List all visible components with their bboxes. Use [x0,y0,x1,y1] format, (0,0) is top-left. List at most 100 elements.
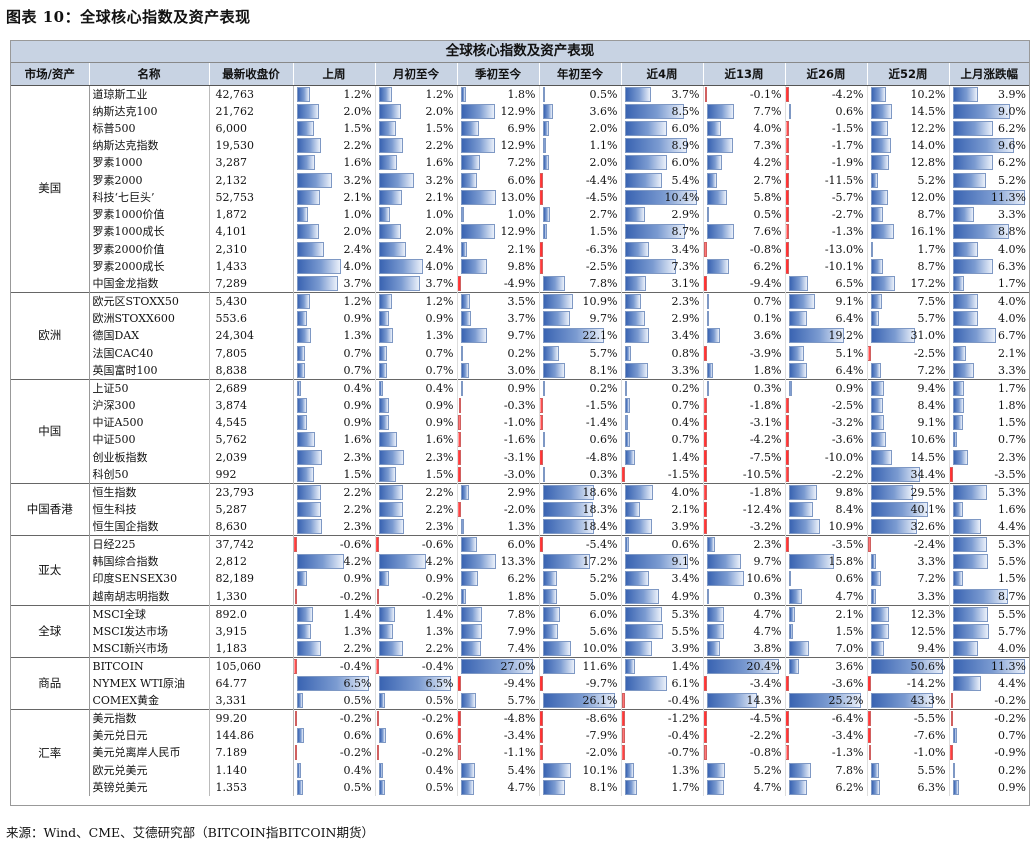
return-cell: 3.4% [620,570,703,588]
negative-return-bar [704,345,707,361]
return-cell: 6.2% [948,154,1029,172]
return-value: 6.5% [425,676,454,690]
positive-return-bar [378,224,401,240]
positive-return-bar [296,728,304,743]
return-cell: 1.7% [948,275,1029,293]
positive-return-bar [460,362,469,378]
return-value: 0.7% [998,729,1026,742]
return-cell: 6.0% [456,171,539,189]
return-cell: 0.7% [374,361,457,380]
return-value: 8.1% [589,363,618,377]
return-cell: 7.8% [456,604,539,623]
return-value: 8.9% [671,139,700,152]
positive-return-bar [870,588,876,604]
return-cell: 2.3% [374,448,457,466]
return-value: 27.0% [500,659,536,673]
negative-return-bar [786,120,789,136]
return-value: 0.7% [671,398,700,412]
return-value: 5.2% [917,173,946,187]
return-value: 1.5% [343,121,372,135]
table-row: 中国 上证50 2,689 0.4% 0.4% 0.9% 0.2% 0.2% 0.3% 0.9% 9… [11,378,1029,484]
return-cell: 9.8% [784,482,867,501]
positive-return-bar [296,172,332,188]
return-cell: 0.2% [538,378,621,397]
negative-return-bar [704,397,707,413]
positive-return-bar [870,623,889,639]
positive-return-bar [624,120,667,136]
return-value: 1.0% [343,208,372,221]
return-cell: 0.4% [374,761,457,779]
positive-return-bar [542,571,557,587]
positive-return-bar [624,537,629,552]
return-cell: 3.3% [866,553,949,571]
negative-return-bar [622,693,625,708]
return-value: 12.9% [500,225,536,239]
positive-return-bar [460,258,487,274]
return-value: 0.9% [835,381,864,395]
return-value: 5.8% [753,190,782,204]
positive-return-bar [624,449,635,465]
table-row: 韩国综合指数 2,812 4.2% 4.2% 13.3% 17.2% 9.1% 9.7% 15.… [11,553,1029,571]
return-value: 7.2% [917,363,946,377]
return-cell: 4.9% [620,587,703,605]
positive-return-bar [296,501,321,517]
table-row: 印度SENSEX30 82,189 0.9% 0.9% 6.2% 5.2% 3.4% 10.6… [11,570,1029,588]
positive-return-bar [378,328,393,344]
positive-return-bar [870,294,882,309]
close-price: 2,310 [209,240,294,258]
return-cell: -4.5% [538,188,621,206]
return-cell: 7.6% [702,223,785,241]
return-cell: -9.4% [702,275,785,293]
negative-return-bar [704,466,707,482]
table-row: 罗素2000成长 1,433 4.0% 4.0% 9.8% -2.5% 7.3% 6.2% -1… [11,257,1029,275]
positive-return-bar [788,345,804,361]
return-value: 4.0% [998,312,1026,325]
positive-return-bar [624,380,627,396]
positive-return-bar [378,501,403,517]
asset-name: 恒生指数 [89,482,210,501]
market-group-label: 亚太 [11,535,90,605]
positive-return-bar [870,554,876,569]
return-value: -5.7% [831,190,864,204]
return-value: 4.0% [425,259,454,273]
return-cell: 1.3% [292,327,375,345]
positive-return-bar [624,658,635,674]
return-value: -9.4% [503,676,536,690]
return-value: 2.0% [343,225,372,239]
return-cell: 14.0% [866,137,949,155]
negative-return-bar [294,711,297,726]
return-cell: 0.7% [620,396,703,414]
return-value: -5.4% [585,538,618,551]
return-cell: 11.3% [948,656,1029,675]
negative-return-bar [786,241,789,257]
negative-return-bar [868,675,871,691]
positive-return-bar [706,658,779,674]
negative-return-bar [868,711,871,726]
return-cell: -2.4% [866,535,949,553]
return-cell: -1.6% [456,431,539,449]
return-cell: 5.7% [456,692,539,710]
return-value: 0.2% [671,381,700,395]
negative-return-bar [704,86,707,102]
return-cell: 13.0% [456,188,539,206]
return-cell: 6.2% [948,119,1029,137]
return-cell: 6.0% [620,154,703,172]
return-cell: -14.2% [866,674,949,692]
positive-return-bar [378,432,397,448]
positive-return-bar [542,86,545,102]
return-cell: 1.4% [374,604,457,623]
negative-return-bar [868,745,871,761]
positive-return-bar [378,606,395,622]
positive-return-bar [952,258,993,274]
return-cell: 2.1% [784,604,867,623]
return-value: 1.5% [998,572,1026,586]
asset-name: 罗素1000成长 [89,223,210,241]
return-cell: -4.8% [538,448,621,466]
return-cell: 0.5% [374,692,457,710]
return-value: 7.7% [753,104,782,118]
return-value: -2.0% [503,502,536,516]
return-cell: 3.9% [620,518,703,536]
return-value: 2.3% [998,450,1026,464]
return-value: 3.6% [589,104,618,118]
positive-return-bar [542,276,565,291]
